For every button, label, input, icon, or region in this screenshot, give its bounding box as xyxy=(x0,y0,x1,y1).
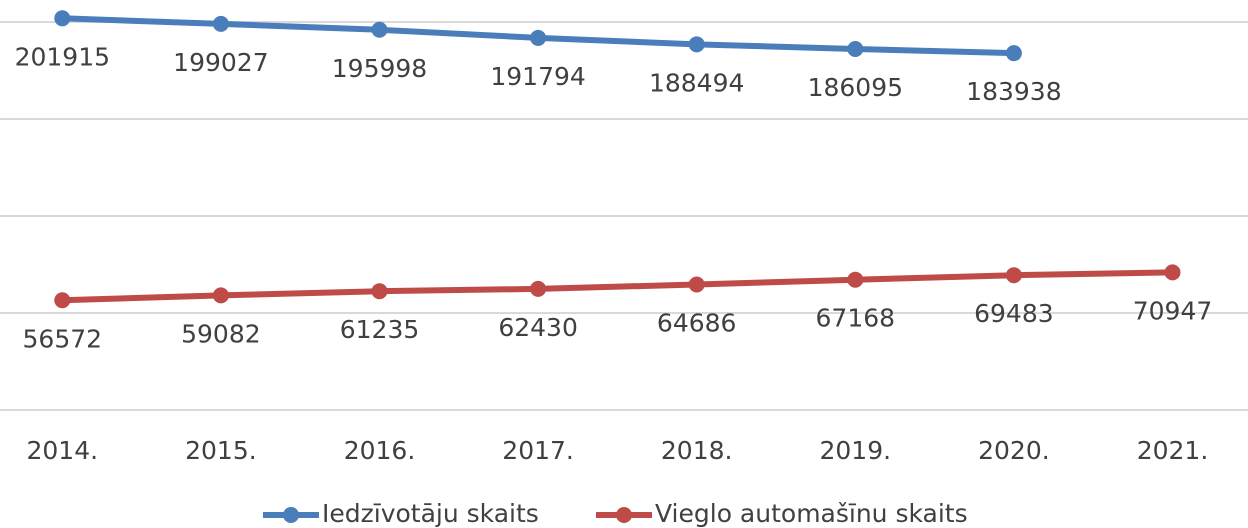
point xyxy=(371,283,388,300)
point xyxy=(54,292,71,309)
data-label: 67168 xyxy=(816,304,896,333)
point xyxy=(1005,45,1022,62)
x-tick-label: 2021. xyxy=(1137,436,1209,465)
point xyxy=(847,40,864,57)
x-tick-label: 2015. xyxy=(185,436,257,465)
point xyxy=(530,29,547,46)
point xyxy=(54,10,71,27)
point xyxy=(371,21,388,38)
legend-marker xyxy=(283,507,299,523)
data-label: 188494 xyxy=(649,68,744,97)
data-label: 59082 xyxy=(181,319,261,348)
point xyxy=(847,271,864,288)
x-tick-label: 2016. xyxy=(344,436,416,465)
point xyxy=(530,280,547,297)
data-label: 199027 xyxy=(173,48,268,77)
data-label: 70947 xyxy=(1133,296,1213,325)
point xyxy=(212,287,229,304)
data-label: 183938 xyxy=(966,77,1061,106)
point xyxy=(1164,264,1181,281)
data-label: 64686 xyxy=(657,309,737,338)
point xyxy=(1005,267,1022,284)
data-label: 69483 xyxy=(974,299,1054,328)
data-label: 186095 xyxy=(808,73,903,102)
legend-marker xyxy=(616,507,632,523)
point xyxy=(688,276,705,293)
x-tick-label: 2020. xyxy=(978,436,1050,465)
data-label: 201915 xyxy=(15,42,110,71)
data-label: 195998 xyxy=(332,54,427,83)
x-tick-label: 2018. xyxy=(661,436,733,465)
data-label: 56572 xyxy=(23,324,103,353)
legend-label: Vieglo automašīnu skaits xyxy=(655,499,968,528)
point xyxy=(212,15,229,32)
point xyxy=(688,36,705,53)
data-label: 61235 xyxy=(340,315,420,344)
x-tick-label: 2017. xyxy=(502,436,574,465)
legend-label: Iedzīvotāju skaits xyxy=(322,499,539,528)
x-tick-label: 2014. xyxy=(27,436,99,465)
series-line xyxy=(62,269,1173,304)
x-tick-label: 2019. xyxy=(820,436,892,465)
data-label: 62430 xyxy=(498,313,578,342)
data-label: 191794 xyxy=(490,62,585,91)
